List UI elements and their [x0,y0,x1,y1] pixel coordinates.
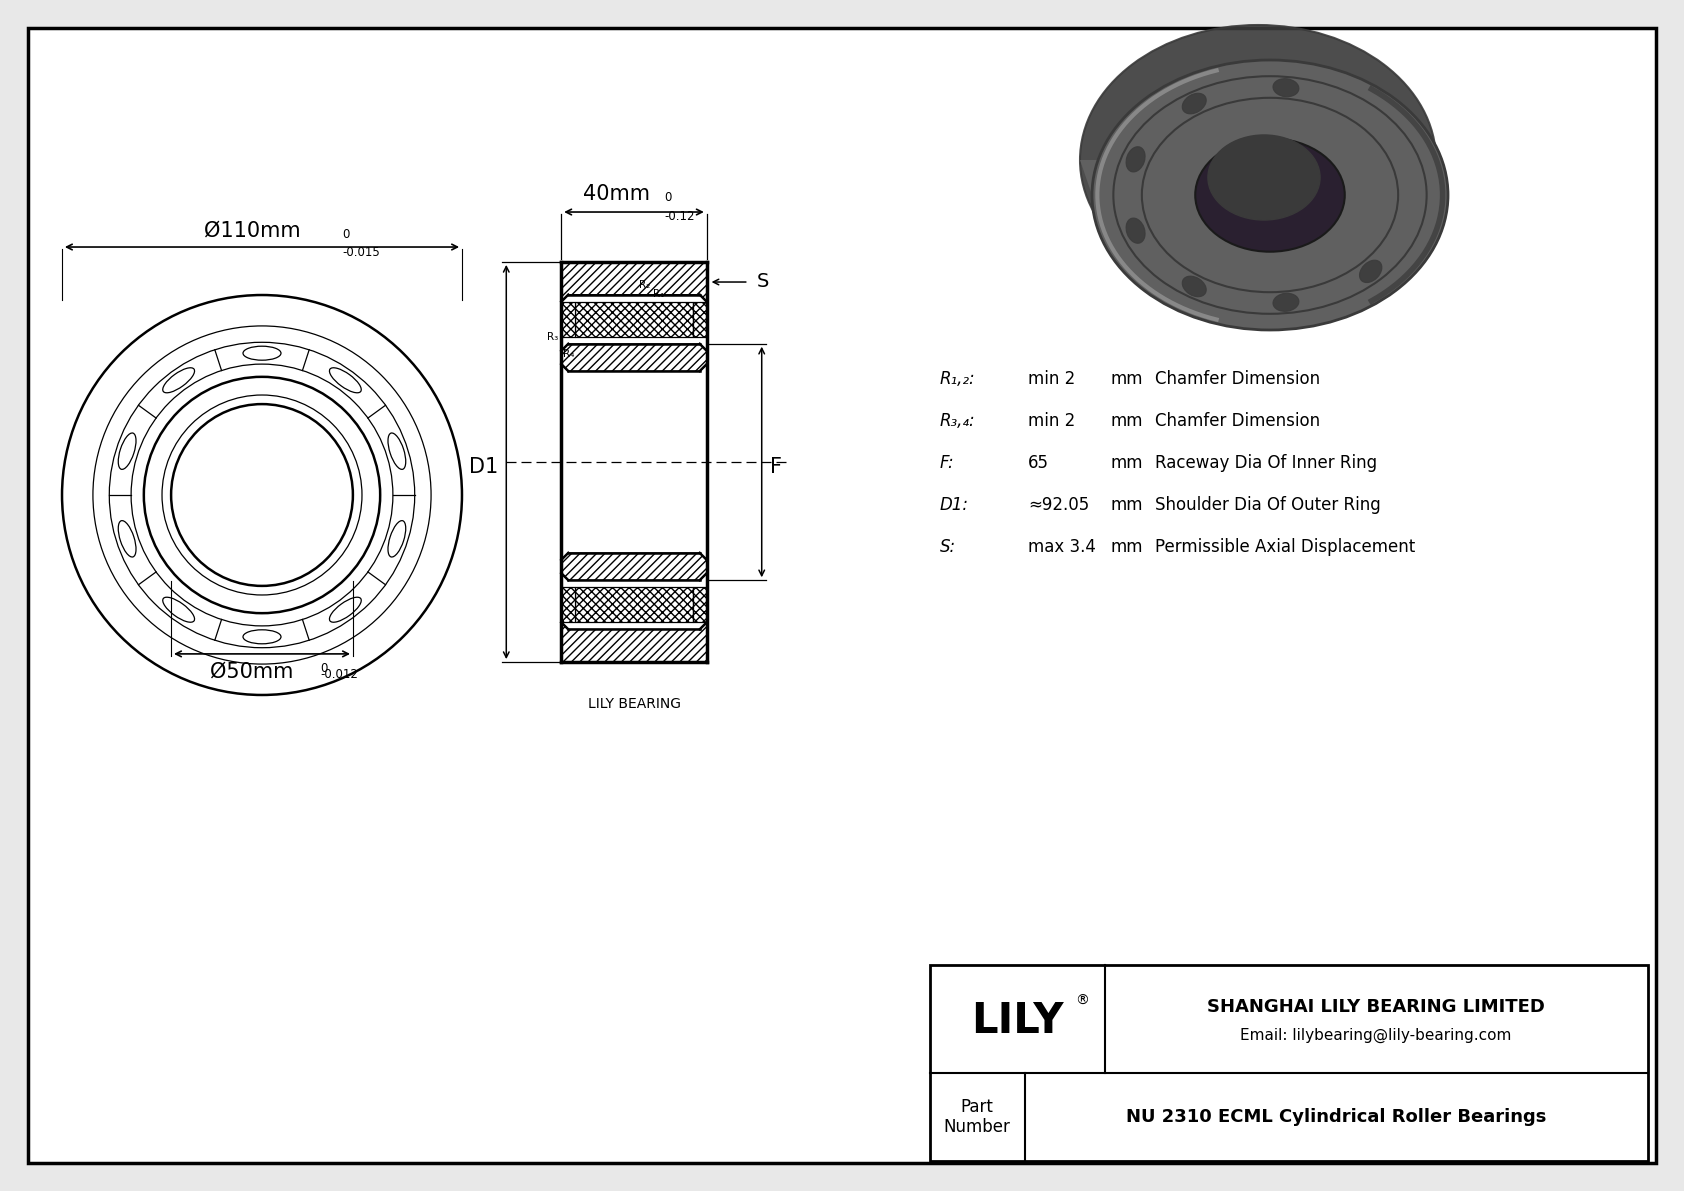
Polygon shape [692,301,707,337]
Ellipse shape [118,520,136,557]
Text: S: S [756,272,770,291]
Ellipse shape [163,597,195,622]
Ellipse shape [1127,146,1145,172]
Text: Shoulder Dia Of Outer Ring: Shoulder Dia Of Outer Ring [1155,495,1381,515]
Polygon shape [1079,160,1448,195]
Text: 0: 0 [320,662,327,675]
Text: D1: D1 [470,457,498,478]
Ellipse shape [1359,260,1383,282]
Polygon shape [561,301,576,337]
Text: LILY: LILY [970,1000,1063,1042]
Text: -0.015: -0.015 [342,247,381,258]
Text: max 3.4: max 3.4 [1027,538,1096,556]
Text: 0: 0 [663,191,672,204]
Text: Part
Number: Part Number [943,1098,1010,1136]
Text: 0: 0 [342,227,349,241]
Polygon shape [576,587,692,623]
Ellipse shape [387,434,406,469]
Text: NU 2310 ECML Cylindrical Roller Bearings: NU 2310 ECML Cylindrical Roller Bearings [1127,1108,1546,1125]
Text: R₃: R₃ [547,332,559,342]
Text: min 2: min 2 [1027,370,1076,388]
Polygon shape [561,623,707,662]
Polygon shape [561,553,707,580]
Ellipse shape [1182,93,1206,114]
Ellipse shape [118,434,136,469]
Ellipse shape [330,597,362,622]
Text: mm: mm [1110,412,1142,430]
Ellipse shape [1207,135,1320,220]
Ellipse shape [1196,138,1346,251]
Ellipse shape [1127,218,1145,243]
Text: Email: lilybearing@lily-bearing.com: Email: lilybearing@lily-bearing.com [1241,1028,1512,1042]
Text: Ø110mm: Ø110mm [204,222,300,241]
Text: mm: mm [1110,370,1142,388]
Text: 65: 65 [1027,454,1049,472]
Polygon shape [692,587,707,623]
Ellipse shape [163,368,195,393]
Text: R₁,₂:: R₁,₂: [940,370,975,388]
Ellipse shape [1182,276,1206,297]
Text: R₄: R₄ [562,349,574,358]
Polygon shape [561,262,707,301]
Text: Chamfer Dimension: Chamfer Dimension [1155,370,1320,388]
Text: 40mm: 40mm [583,185,650,204]
Text: Permissible Axial Displacement: Permissible Axial Displacement [1155,538,1415,556]
Polygon shape [576,301,692,337]
Text: R₁: R₁ [653,289,665,299]
Text: D1:: D1: [940,495,968,515]
Text: R₃,₄:: R₃,₄: [940,412,975,430]
Ellipse shape [1273,293,1298,311]
Text: -0.12: -0.12 [663,210,694,223]
Text: SHANGHAI LILY BEARING LIMITED: SHANGHAI LILY BEARING LIMITED [1207,998,1544,1016]
Ellipse shape [330,368,362,393]
Text: mm: mm [1110,538,1142,556]
Text: Ø50mm: Ø50mm [210,662,293,682]
Polygon shape [561,344,707,372]
Ellipse shape [1079,25,1436,295]
Ellipse shape [1273,79,1298,96]
Text: S:: S: [940,538,957,556]
Text: LILY BEARING: LILY BEARING [588,697,680,711]
Ellipse shape [242,347,281,360]
Text: Chamfer Dimension: Chamfer Dimension [1155,412,1320,430]
Text: Raceway Dia Of Inner Ring: Raceway Dia Of Inner Ring [1155,454,1378,472]
Text: mm: mm [1110,454,1142,472]
Text: mm: mm [1110,495,1142,515]
Bar [930,965,1649,1161]
Text: -0.012: -0.012 [320,668,359,681]
Text: ®: ® [1074,994,1090,1008]
Ellipse shape [242,630,281,644]
Text: ≈92.05: ≈92.05 [1027,495,1090,515]
Text: F:: F: [940,454,955,472]
Polygon shape [561,587,576,623]
Text: min 2: min 2 [1027,412,1076,430]
Ellipse shape [1091,60,1448,330]
Text: R₂: R₂ [638,280,650,291]
Ellipse shape [387,520,406,557]
Text: F: F [770,457,781,478]
